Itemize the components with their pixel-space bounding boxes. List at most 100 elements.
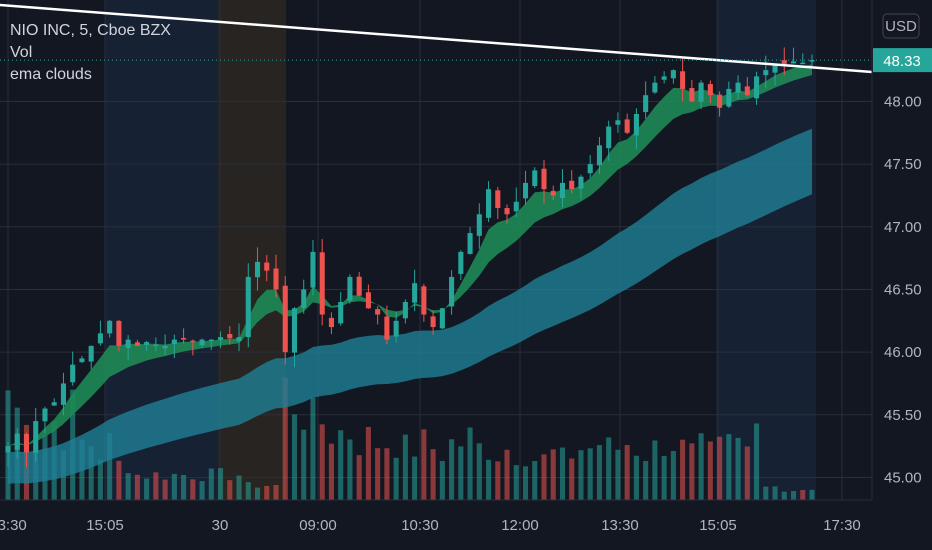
volume-bar [181,474,187,500]
trendline [0,3,873,74]
candle-body [88,345,94,362]
y-tick-label: 45.50 [884,407,922,424]
volume-bar [190,479,196,500]
candle-body [495,190,501,208]
candle-body [559,182,566,199]
candle-body [532,170,538,187]
x-tick-label: 15:05 [699,517,737,534]
x-tick-label: 10:30 [401,517,439,534]
candle-body [245,276,251,338]
candle-body [116,320,122,346]
volume-bar [522,466,529,500]
volume-bar [116,460,122,500]
volume-bar [670,451,676,500]
candle-body [208,339,214,342]
candle-body [735,82,741,93]
candle-body [550,190,556,196]
volume-bar [134,474,140,500]
x-tick-label: 15:05 [86,517,124,534]
volume-bar [338,430,344,500]
volume-bar [449,439,455,500]
volume-bar [643,460,649,500]
candle-body [680,71,686,89]
candle-body [754,76,760,99]
candle-body [467,233,473,254]
volume-bar [513,465,519,500]
candle-body [23,434,30,453]
volume-bar [301,429,307,500]
volume-bar [245,482,251,500]
candle-body [375,309,381,315]
x-tick-label: 17:30 [823,517,861,534]
candle-body [227,334,233,339]
volume-bar [236,475,242,500]
candle-body [652,82,658,93]
x-tick-label: 30 [212,517,229,534]
candle-body [606,126,612,149]
ema-long-cloud [8,128,812,484]
volume-bar [578,450,584,500]
candle-body [790,61,797,64]
volume-bar [282,377,288,500]
y-tick-label: 47.50 [884,156,922,173]
volume-bar [291,414,298,500]
candle-body [661,76,667,80]
currency-label: USD [885,18,917,35]
volume-bar [486,459,492,500]
y-tick-label: 46.50 [884,281,922,298]
candle-body [707,84,713,96]
volume-bar [754,423,760,500]
ema-clouds [8,64,812,484]
candle-body [458,251,464,274]
candle-body [698,82,704,102]
volume-bar [698,433,704,500]
volume-bar [689,443,695,500]
legend-volume[interactable]: Vol [10,44,33,61]
volume-bar [125,473,131,500]
candle-body [273,268,279,290]
volume-bar [726,434,732,500]
candle-body [800,62,806,65]
candle-body [384,316,390,340]
volume-bar [744,446,750,500]
candle-body [633,114,639,136]
legend-symbol[interactable]: NIO INC, 5, Cboe BZX [10,22,171,39]
y-tick-label: 46.00 [884,344,922,361]
candle-body [291,308,298,353]
candle-body [190,340,196,343]
volume-bar [772,486,778,500]
volume-bar [495,461,501,500]
candle-body [430,316,436,328]
volume-bar [153,472,159,500]
volume-bar [763,486,769,500]
candle-body [162,345,168,349]
candle-body [449,276,455,307]
candle-body [356,276,362,296]
candle-body [218,337,224,341]
volume-bar [467,427,473,500]
volume-bar [430,449,436,500]
candle-body [107,320,113,334]
volume-bar [199,481,205,500]
candle-body [670,70,676,79]
volume-bar [550,449,556,500]
candle-body [763,70,769,76]
legend-ema-clouds[interactable]: ema clouds [10,66,92,83]
last-price-badge [873,48,932,73]
candle-body [596,145,602,166]
volume-bar [347,439,353,500]
volume-bar [476,443,482,500]
volume-bar [661,455,667,500]
candle-body [772,63,778,73]
volume-bar [624,445,630,500]
candle-body [726,88,732,107]
candle-body [587,164,593,174]
currency-button[interactable]: USD [882,13,920,39]
drawn-lines [0,3,873,74]
candle-body [338,302,344,324]
volume-bar [717,436,723,500]
currency-button-frame [882,13,920,39]
candle-body [347,276,353,301]
